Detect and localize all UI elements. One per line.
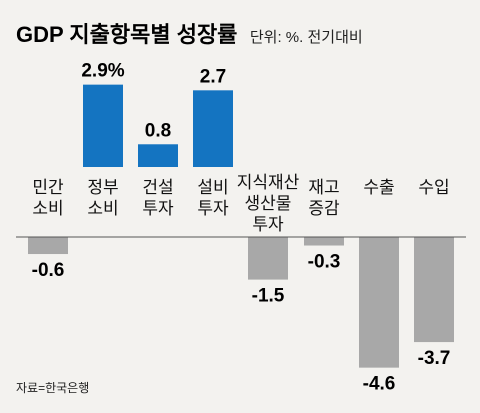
bar-1 [83, 84, 123, 167]
chart-title: GDP 지출항목별 성장률 [16, 22, 237, 47]
category-label-3-1: 투자 [197, 199, 229, 218]
value-label-7: -3.7 [418, 348, 451, 369]
bars-group [28, 84, 454, 368]
category-label-0-1: 소비 [32, 199, 63, 218]
category-label-4-2: 투자 [252, 215, 284, 234]
category-label-4-0: 지식재산 [237, 173, 300, 192]
bar-2 [138, 144, 178, 167]
bar-6 [359, 237, 399, 368]
category-label-5-1: 증감 [308, 199, 340, 218]
value-label-4: -1.5 [252, 286, 285, 307]
value-label-5: -0.3 [308, 252, 341, 273]
category-label-2-0: 건설 [142, 178, 173, 197]
bar-0 [28, 237, 68, 255]
category-label-0-0: 민간 [32, 178, 64, 197]
category-label-7-0: 수입 [418, 178, 449, 197]
category-label-4-1: 생산물 [245, 194, 292, 213]
value-label-2: 0.8 [145, 120, 171, 141]
bar-5 [304, 237, 344, 246]
category-label-3-0: 설비 [197, 178, 228, 197]
category-label-5-0: 재고 [308, 178, 339, 197]
value-label-6: -4.6 [363, 374, 396, 395]
bar-7 [414, 237, 454, 343]
value-label-3: 2.7 [200, 66, 226, 87]
value-label-0: -0.6 [32, 260, 65, 281]
source-note: 자료=한국은행 [16, 380, 89, 395]
value-label-1: 2.9% [81, 61, 124, 82]
category-label-6-0: 수출 [363, 178, 394, 197]
chart-title-group: GDP 지출항목별 성장률 단위: %. 전기대비 [16, 22, 363, 47]
bar-3 [193, 90, 233, 167]
category-label-1-1: 소비 [87, 199, 118, 218]
category-label-2-1: 투자 [142, 199, 174, 218]
category-label-1-0: 정부 [87, 178, 118, 197]
bar-4 [248, 237, 288, 280]
chart-subtitle: 단위: %. 전기대비 [250, 29, 363, 46]
